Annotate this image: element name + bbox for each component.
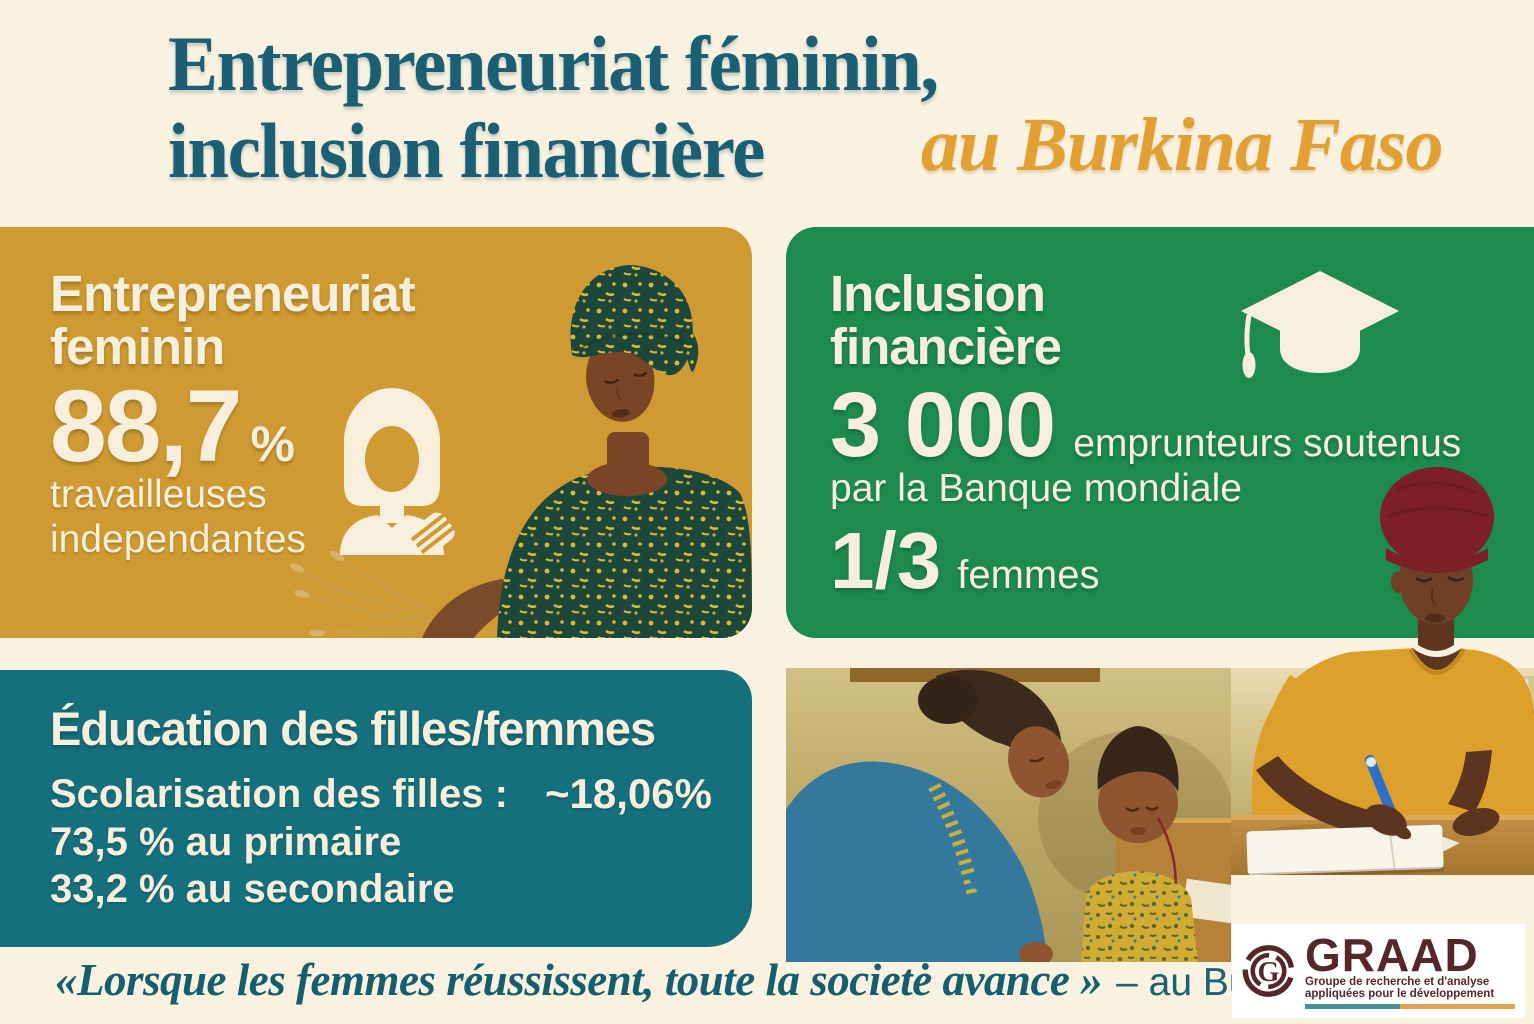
quote-attribution: – au Burkina Faso, s (1116, 961, 1232, 1004)
entrepreneuriat-caption-line2: independantes (50, 518, 306, 561)
page-title-line2: inclusion financière (168, 107, 765, 194)
inclusion-stat1-suffix: emprunteurs soutenus (1073, 422, 1462, 465)
education-title: Éducation des filles/femmes (50, 702, 656, 755)
entrepreneuriat-caption-line1: travailleuses (50, 473, 267, 516)
graad-logo: G GRAAD Groupe de recherche et d'analyse… (1232, 924, 1525, 1018)
inclusion-stat-borrowers: 3 000 emprunteurs soutenus (830, 379, 1461, 471)
page-title-line1: Entrepreneuriat féminin, (168, 20, 939, 107)
photo-writing-woman (1246, 467, 1534, 875)
quote-text: «Lorsque les femmes réussissent, toute l… (55, 955, 1103, 1005)
inclusion-title-line2: financière (830, 318, 1062, 375)
entrepreneuriat-stat: 88,7 % (50, 375, 295, 477)
inclusion-stat1-line2: par la Banque mondiale (830, 467, 1242, 510)
inclusion-stat1-value: 3 000 (830, 374, 1056, 476)
quote-bar: «Lorsque les femmes réussissent, toute l… (55, 954, 1232, 1022)
education-stat-secondaire: 33,2 % au secondaire (50, 867, 455, 911)
inclusion-title: Inclusion financière (830, 265, 1062, 375)
graad-tagline-line1: Groupe de recherche et d'analyse (1305, 975, 1490, 988)
photo-tutoring-girls-art (786, 668, 1231, 962)
graad-circle-g-icon: G (1242, 945, 1295, 997)
photo-tutoring-girls (786, 668, 1231, 962)
education-row-value: ~18,06% (545, 770, 712, 817)
inclusion-stat2-value: 1/3 (830, 516, 942, 605)
inclusion-title-line1: Inclusion (830, 265, 1046, 322)
entrepreneuriat-title-line1: Entrepreneuriat (50, 265, 416, 322)
entrepreneuriat-stat-unit: % (250, 416, 295, 472)
graad-logo-bar-teal (1305, 1003, 1400, 1009)
card-education-filles: Éducation des filles/femmes Scolarisatio… (0, 670, 752, 947)
graad-logo-bar (1305, 1003, 1515, 1009)
card-entrepreneuriat-feminin: Entrepreneuriat feminin 88,7 % travaille… (0, 227, 752, 638)
graad-acronym: GRAAD (1305, 928, 1479, 981)
entrepreneuriat-title: Entrepreneuriat feminin (50, 265, 416, 375)
page-title: Entrepreneuriat féminin, inclusion finan… (168, 20, 939, 194)
inclusion-stat2-suffix: femmes (957, 553, 1100, 597)
entrepreneuriat-title-line2: feminin (50, 318, 225, 375)
education-row-label: Scolarisation des filles : (50, 772, 508, 816)
graad-monogram: G (1258, 957, 1280, 988)
inclusion-stat-women: 1/3 femmes (830, 521, 1099, 601)
graduation-cap-icon (1241, 271, 1399, 378)
graad-logo-bar-gold (1399, 1003, 1515, 1009)
entrepreneuriat-caption: travailleuses independantes (50, 472, 306, 562)
photo-woman-grain (289, 265, 752, 638)
graad-tagline-line2: appliquées pour le développement (1305, 988, 1495, 1000)
page-title-region: au Burkina Faso (921, 103, 1443, 187)
education-stat-primaire: 73,5 % au primaire (50, 820, 402, 864)
graad-logo-text: GRAAD Groupe de recherche et d'analyse a… (1305, 928, 1515, 1009)
entrepreneuriat-stat-value: 88,7 (50, 369, 243, 483)
woman-icon (340, 388, 455, 555)
